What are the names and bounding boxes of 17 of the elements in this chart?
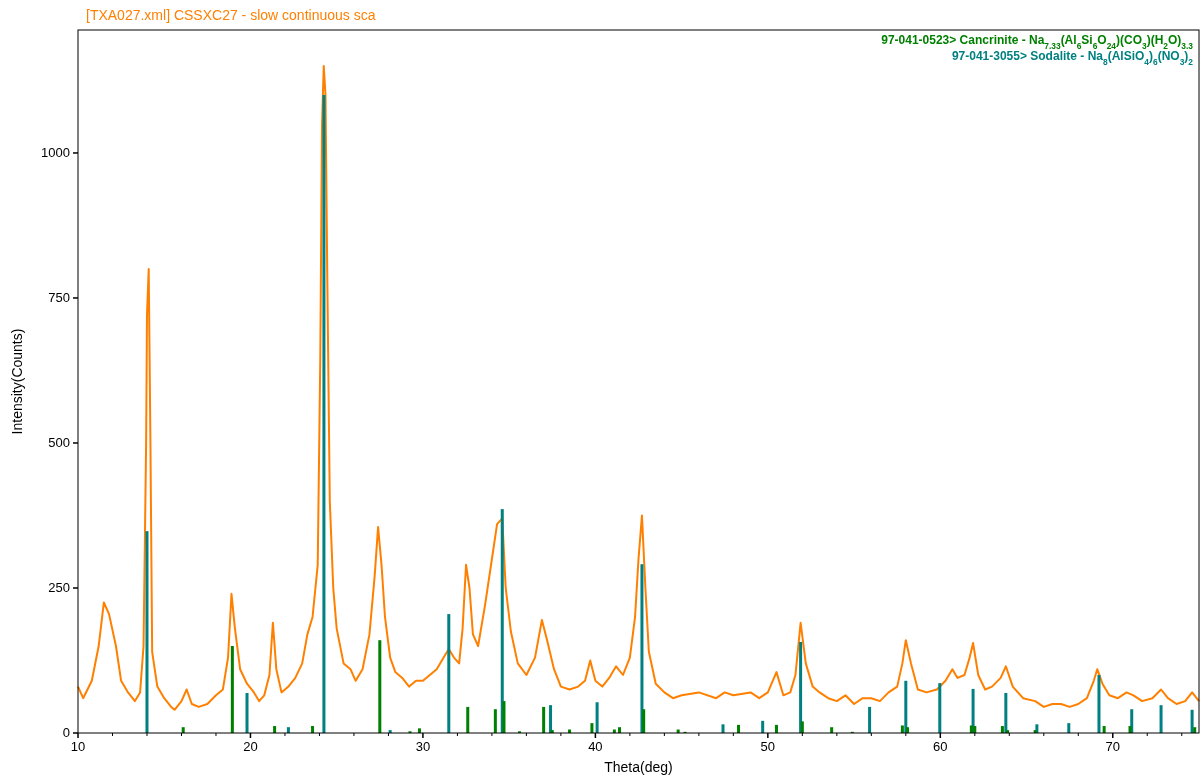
y-tick-label: 1000	[41, 144, 70, 160]
x-tick-label: 20	[243, 739, 258, 754]
x-tick-label: 50	[760, 739, 776, 754]
x-tick-label: 40	[588, 739, 603, 754]
x-axis-title: Theta(deg)	[604, 759, 673, 775]
y-axis-title: Intensity(Counts)	[9, 328, 25, 435]
x-tick-label: 70	[1105, 739, 1120, 754]
x-tick-label: 60	[933, 739, 948, 754]
chart-title: [TXA027.xml] CSSXC27 - slow continuous sca	[86, 7, 376, 23]
text: 97-041-3055> Sodalite - Na$_{8}$(AlSiO$_{4}$)$_{6}$(NO$_{3}$)$_{2}$	[951, 49, 1193, 67]
x-tick-label: 10	[70, 739, 86, 754]
x-tick-label: 30	[415, 739, 431, 754]
y-tick-label: 0	[62, 725, 70, 740]
y-tick-label: 750	[48, 289, 70, 305]
y-tick-label: 250	[48, 579, 70, 595]
text: 97-041-0523> Cancrinite - Na$_{7.33}$(Al$_{6}$Si$_{6}$O$_{24}$)(CO$_{3}$)(H$_{2}$O)$_{3.3}$	[881, 33, 1193, 51]
y-tick-label: 500	[48, 434, 70, 450]
